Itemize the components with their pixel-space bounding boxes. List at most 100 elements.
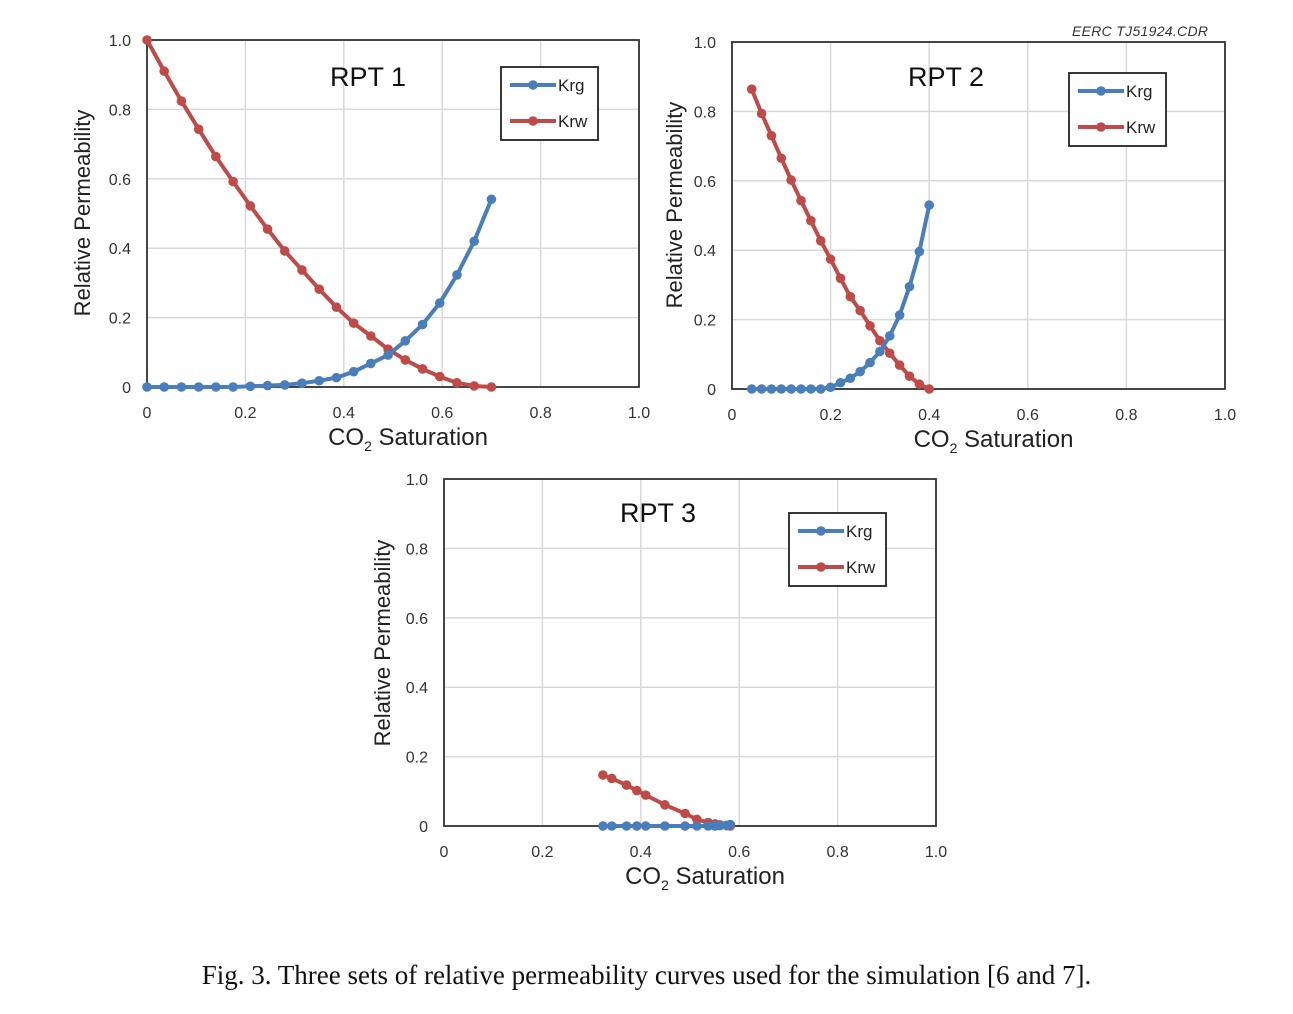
- legend-label-krw: Krw: [558, 112, 588, 131]
- data-point-krw: [366, 331, 376, 341]
- data-point-krg: [640, 821, 651, 831]
- x-tick-label: 0.8: [826, 844, 848, 861]
- data-point-krw: [660, 800, 670, 810]
- data-point-krg: [914, 246, 925, 257]
- data-point-krg: [692, 821, 702, 831]
- y-tick-label: 0: [122, 380, 131, 397]
- data-point-krg: [904, 281, 915, 292]
- data-point-krg: [469, 236, 479, 247]
- data-point-krw: [845, 291, 856, 302]
- plot-frame: [146, 39, 640, 388]
- y-tick-label: 0.6: [406, 611, 428, 628]
- data-point-krw: [469, 381, 479, 391]
- data-point-krg: [746, 384, 757, 394]
- x-tick-label: 0: [143, 405, 152, 422]
- legend-label-krw: Krw: [846, 558, 876, 577]
- x-tick-label: 0: [728, 407, 737, 424]
- legend-label-krw: Krw: [1126, 118, 1156, 137]
- data-point-krw: [640, 790, 651, 800]
- x-tick-label: 0.4: [918, 407, 940, 424]
- data-point-krw: [331, 302, 342, 312]
- legend-marker-krw: [528, 116, 538, 126]
- data-point-krw: [142, 35, 152, 45]
- data-point-krw: [914, 379, 925, 389]
- data-point-krg: [725, 819, 736, 830]
- data-point-krg: [796, 384, 806, 394]
- legend-box: [788, 512, 887, 587]
- data-point-krw: [245, 201, 256, 211]
- y-axis-label: Relative Permeability: [70, 110, 95, 317]
- data-point-krw: [400, 355, 411, 365]
- data-point-krw: [176, 96, 187, 106]
- y-tick-label: 0.6: [109, 172, 131, 189]
- legend: Krg Krw: [500, 66, 599, 141]
- chart-rpt-2: 0 0.2 0.4 0.6 0.8 1.0 0 0.2 0.4 0.6 0.8 1.0 RPT 2 CO2…: [662, 35, 1236, 456]
- data-point-krg: [245, 381, 256, 392]
- data-point-krg: [660, 821, 670, 831]
- plot-frame: [731, 41, 1226, 390]
- y-tick-label: 0.8: [406, 541, 428, 558]
- x-axis-label: CO2 Saturation: [914, 426, 1074, 456]
- data-point-krg: [598, 821, 608, 831]
- x-tick-label: 0.8: [1115, 407, 1137, 424]
- x-tick-label: 0.2: [234, 405, 256, 422]
- data-point-krg: [680, 821, 690, 831]
- x-tick-label: 0.4: [630, 844, 652, 861]
- data-point-krw: [606, 773, 617, 784]
- x-axis-label: CO2 Saturation: [625, 863, 785, 893]
- data-point-krg: [806, 384, 816, 394]
- legend-marker-krg: [528, 80, 538, 90]
- x-tick-label: 0.4: [333, 405, 355, 422]
- y-tick-label: 0: [707, 382, 716, 399]
- data-point-krw: [193, 124, 204, 134]
- data-point-krg: [211, 382, 221, 392]
- data-point-krw: [228, 176, 238, 187]
- data-point-krw: [452, 378, 462, 388]
- data-point-krg: [924, 200, 934, 210]
- data-point-krg: [434, 298, 445, 308]
- y-axis-label: Relative Permeability: [662, 102, 687, 309]
- x-tick-label: 0.6: [728, 844, 750, 861]
- data-point-krg: [632, 821, 642, 831]
- chart-rpt-1: 0 0.2 0.4 0.6 0.8 1.0 0 0.2 0.4 0.6 0.8 1.0 RPT 1 CO2…: [70, 33, 650, 454]
- data-point-krw: [348, 318, 359, 328]
- data-point-krw: [796, 195, 806, 206]
- x-tick-label: 0: [440, 844, 449, 861]
- data-point-krg: [766, 384, 777, 394]
- data-point-krg: [786, 384, 796, 394]
- data-point-krg: [835, 377, 846, 388]
- data-point-krw: [314, 284, 325, 294]
- data-point-krg: [715, 820, 725, 831]
- data-point-krg: [262, 380, 273, 391]
- data-point-krw: [756, 108, 767, 119]
- data-point-krw: [262, 224, 273, 234]
- drawing-stamp: EERC TJ51924.CDR: [1072, 23, 1209, 39]
- x-tick-label: 0.6: [431, 405, 453, 422]
- data-point-krw: [776, 153, 787, 164]
- legend-box: [1068, 72, 1167, 147]
- y-tick-label: 0.8: [109, 102, 131, 119]
- data-point-krg: [815, 384, 826, 394]
- data-point-krg: [417, 319, 428, 330]
- data-point-krg: [331, 372, 342, 383]
- data-point-krw: [766, 130, 777, 141]
- data-point-krg: [297, 378, 307, 388]
- legend: Krg Krw: [1068, 72, 1167, 147]
- series-line-krw: [749, 88, 931, 391]
- data-point-krg: [366, 358, 376, 369]
- data-point-krw: [875, 335, 885, 346]
- y-tick-label: 1.0: [109, 33, 131, 50]
- x-tick-label: 0.6: [1017, 407, 1039, 424]
- data-point-krw: [486, 382, 497, 392]
- legend-box: [500, 66, 599, 141]
- data-point-krw: [855, 305, 865, 316]
- chart-title: RPT 1: [330, 62, 406, 92]
- data-point-krg: [845, 373, 856, 384]
- y-tick-label: 0.4: [694, 243, 716, 260]
- legend-marker-krg: [1096, 86, 1106, 96]
- data-point-krw: [598, 770, 608, 780]
- data-point-krw: [159, 66, 170, 77]
- data-point-krw: [746, 84, 757, 94]
- legend-marker-krw: [816, 562, 826, 572]
